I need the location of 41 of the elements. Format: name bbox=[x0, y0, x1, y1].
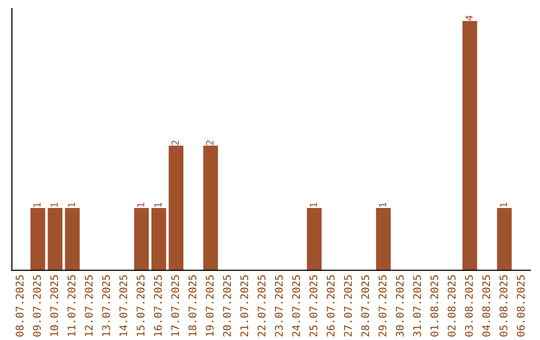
x-tick-label: 25.07.2025 bbox=[309, 275, 318, 336]
x-tick-label: 26.07.2025 bbox=[326, 275, 335, 336]
x-tick-label: 19.07.2025 bbox=[206, 275, 214, 336]
x-tick-label: 29.07.2025 bbox=[378, 275, 386, 336]
x-tick-label: 01.08.2025 bbox=[430, 275, 438, 336]
x-tick-label: 22.07.2025 bbox=[258, 275, 266, 336]
x-tick-label: 28.07.2025 bbox=[361, 275, 370, 336]
x-tick-label: 16.07.2025 bbox=[154, 275, 162, 336]
x-tick-label: 21.07.2025 bbox=[240, 275, 248, 336]
x-tick-label: 02.08.2025 bbox=[448, 275, 456, 336]
x-tick-label: 31.07.2025 bbox=[413, 275, 422, 336]
data-label: 1 bbox=[500, 202, 508, 207]
x-tick-label: 12.07.2025 bbox=[84, 275, 93, 336]
data-label: 1 bbox=[379, 202, 386, 207]
x-tick-label: 14.07.2025 bbox=[119, 275, 128, 336]
x-tick-label: 05.08.2025 bbox=[500, 275, 508, 336]
x-tick-label: 27.07.2025 bbox=[344, 275, 352, 336]
x-tick-label: 10.07.2025 bbox=[50, 275, 58, 336]
x-tick-label: 06.08.2025 bbox=[516, 275, 525, 336]
x-tick-label: 24.07.2025 bbox=[292, 275, 300, 336]
x-tick-label: 04.08.2025 bbox=[482, 275, 490, 336]
x-tick-label: 20.07.2025 bbox=[223, 275, 231, 336]
x-tick-label: 08.07.2025 bbox=[16, 275, 24, 336]
x-tick-label: 23.07.2025 bbox=[274, 275, 283, 336]
x-tick-label: 15.07.2025 bbox=[136, 275, 145, 336]
data-label: 1 bbox=[310, 202, 317, 207]
data-label: 2 bbox=[206, 140, 214, 145]
x-tick-label: 09.07.2025 bbox=[32, 275, 41, 336]
data-label: 2 bbox=[172, 140, 179, 145]
data-label: 1 bbox=[137, 202, 144, 207]
x-tick-label: 17.07.2025 bbox=[171, 275, 180, 336]
x-tick-label: 13.07.2025 bbox=[102, 275, 110, 336]
x-tick-label: 03.08.2025 bbox=[464, 275, 473, 336]
data-label: 1 bbox=[33, 202, 41, 207]
x-tick-label: 30.07.2025 bbox=[396, 275, 404, 336]
data-label: 1 bbox=[50, 202, 58, 207]
x-tick-label: 11.07.2025 bbox=[68, 275, 76, 336]
data-label: 1 bbox=[68, 202, 76, 207]
data-label: 4 bbox=[465, 16, 473, 20]
x-tick-label: 18.07.2025 bbox=[188, 275, 196, 336]
data-label: 1 bbox=[154, 202, 162, 207]
